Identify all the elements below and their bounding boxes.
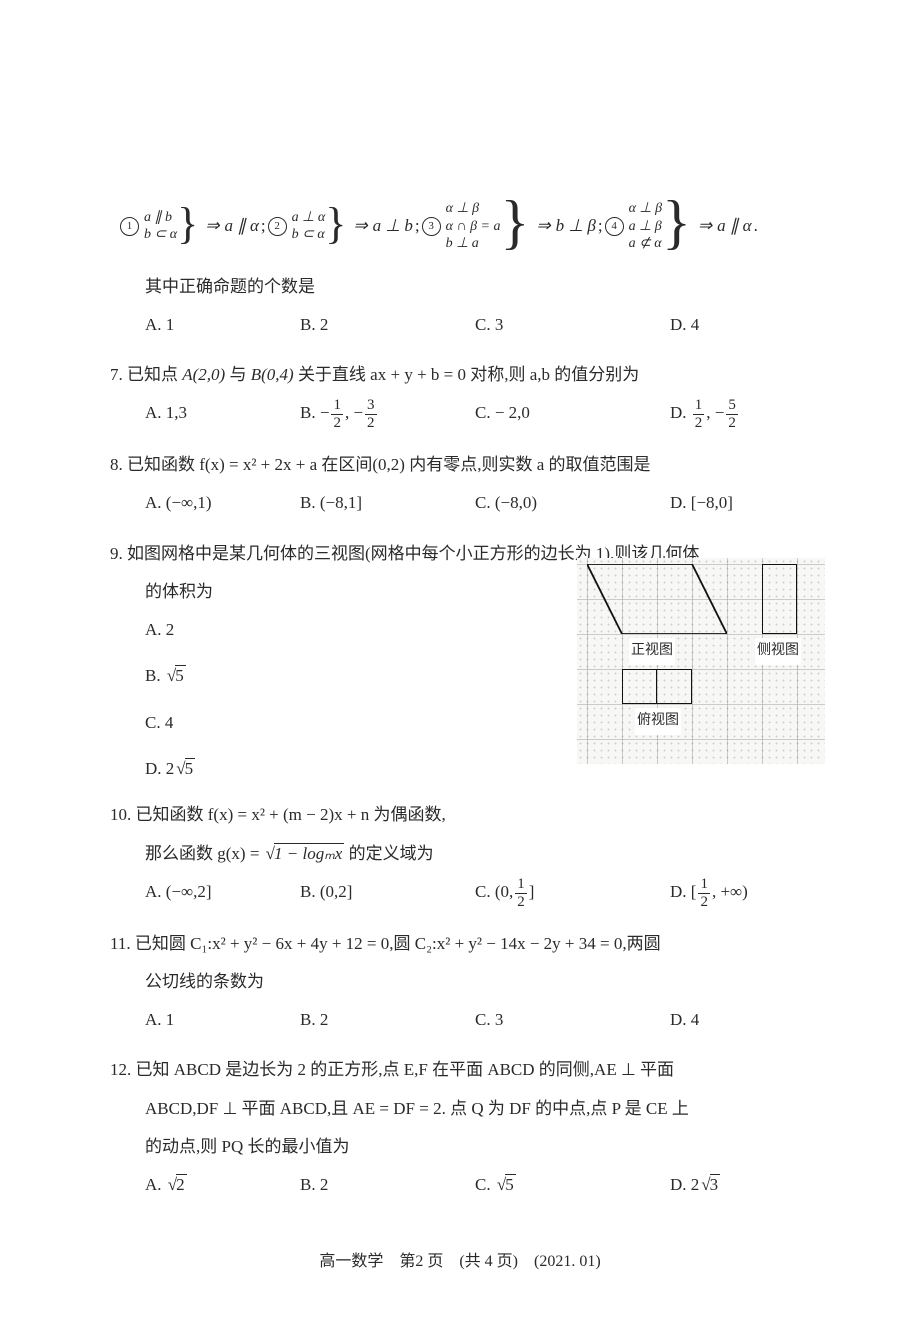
q6-s1-premises: a ∥ b b ⊂ α } [144, 209, 198, 244]
q7-options: A. 1,3 B. −12, −32 C. − 2,0 D. 12, −52 [145, 397, 830, 431]
q7-opt-c: C. − 2,0 [475, 397, 670, 431]
implies-icon: ⇒ [698, 210, 712, 242]
top-view-shape [622, 669, 692, 704]
circled-1: 1 [120, 217, 139, 236]
q8-stem: 8. 已知函数 f(x) = x² + 2x + a 在区间(0,2) 内有零点… [110, 449, 830, 481]
q6-statements: 1 a ∥ b b ⊂ α } ⇒ a ∥ α ; 2 a ⊥ α b ⊂ α … [120, 200, 830, 253]
q6-s2-concl: a ⊥ b [373, 210, 413, 242]
q6-s2-p1: a ⊥ α [292, 209, 326, 227]
q7-opt-a: A. 1,3 [145, 397, 300, 431]
q8-opt-a: A. (−∞,1) [145, 487, 300, 519]
front-view-label: 正视图 [629, 638, 675, 665]
circled-2: 2 [268, 217, 287, 236]
sep: ; [598, 210, 603, 242]
q10-opt-a: A. (−∞,2] [145, 876, 300, 910]
q10-opt-b: B. (0,2] [300, 876, 475, 910]
q10-opt-c: C. (0,12] [475, 876, 670, 910]
q11-opt-c: C. 3 [475, 1004, 670, 1036]
q8-options: A. (−∞,1) B. (−8,1] C. (−8,0) D. [−8,0] [145, 487, 830, 519]
q12-options: A. 2 B. 2 C. 5 D. 23 [145, 1169, 830, 1201]
q12-opt-c: C. 5 [475, 1169, 670, 1201]
q7-opt-d: D. 12, −52 [670, 397, 740, 431]
q10-stem-l1: 10. 已知函数 f(x) = x² + (m − 2)x + n 为偶函数, [110, 799, 830, 831]
q8-opt-c: C. (−8,0) [475, 487, 670, 519]
q6-s3-p1: α ⊥ β [446, 200, 501, 218]
page-footer: 高一数学 第2 页 (共 4 页) (2021. 01) [90, 1247, 830, 1277]
q6-s4-concl: a ∥ α [717, 210, 751, 242]
q12-stem-l3: 的动点,则 PQ 长的最小值为 [145, 1131, 830, 1163]
q6-s4-p2: a ⊥ β [629, 218, 663, 236]
q12-opt-a: A. 2 [145, 1169, 300, 1201]
q8-opt-d: D. [−8,0] [670, 487, 733, 519]
q12-stem-l2: ABCD,DF ⊥ 平面 ABCD,且 AE = DF = 2. 点 Q 为 D… [145, 1093, 830, 1125]
q12-opt-b: B. 2 [300, 1169, 475, 1201]
q6-s1-concl: a ∥ α [224, 210, 258, 242]
side-view-shape [762, 564, 797, 634]
q8-opt-b: B. (−8,1] [300, 487, 475, 519]
q7-stem: 7. 已知点 A(2,0) 与 B(0,4) 关于直线 ax + y + b =… [110, 359, 830, 391]
q12-opt-d: D. 23 [670, 1169, 720, 1201]
q6-options: A. 1 B. 2 C. 3 D. 4 [145, 309, 830, 341]
q6-s4-p3: a ⊄ α [629, 235, 663, 253]
q11-stem-l2: 公切线的条数为 [145, 966, 830, 998]
q6-s3-p2: α ∩ β = a [446, 218, 501, 236]
q11-opt-d: D. 4 [670, 1004, 699, 1036]
q6-s3-p3: b ⊥ a [446, 235, 501, 253]
q6-s2-premises: a ⊥ α b ⊂ α } [292, 209, 347, 244]
q11-options: A. 1 B. 2 C. 3 D. 4 [145, 1004, 830, 1036]
front-view-shape [587, 564, 727, 634]
q6-sub: 其中正确命题的个数是 [145, 271, 830, 303]
circled-4: 4 [605, 217, 624, 236]
q6-s3-concl: b ⊥ β [556, 210, 596, 242]
implies-icon: ⇒ [353, 210, 367, 242]
three-view-diagram: 正视图 侧视图 俯视图 [577, 558, 825, 764]
q10-stem-l2: 那么函数 g(x) = 1 − logₘx 的定义域为 [145, 838, 830, 870]
circled-3: 3 [422, 217, 441, 236]
side-view-label: 侧视图 [755, 638, 801, 665]
implies-icon: ⇒ [536, 210, 550, 242]
top-view-label: 俯视图 [635, 708, 681, 735]
q6-s2-p2: b ⊂ α [292, 226, 326, 244]
q6-s1-p1: a ∥ b [144, 209, 177, 227]
q6-opt-c: C. 3 [475, 309, 670, 341]
exam-page: 1 a ∥ b b ⊂ α } ⇒ a ∥ α ; 2 a ⊥ α b ⊂ α … [0, 0, 920, 1337]
q6-opt-b: B. 2 [300, 309, 475, 341]
q11-stem-l1: 11. 已知圆 C₁:x² + y² − 6x + 4y + 12 = 0,圆 … [110, 928, 830, 960]
q10-options: A. (−∞,2] B. (0,2] C. (0,12] D. [12, +∞) [145, 876, 830, 910]
sep: ; [415, 210, 420, 242]
q6-opt-a: A. 1 [145, 309, 300, 341]
q6-s1-p2: b ⊂ α [144, 226, 177, 244]
implies-icon: ⇒ [205, 210, 219, 242]
q6-opt-d: D. 4 [670, 309, 699, 341]
brace-icon: } [325, 211, 346, 237]
brace-icon: } [177, 211, 198, 237]
brace-icon: } [662, 204, 691, 240]
q10-opt-d: D. [12, +∞) [670, 876, 748, 910]
brace-icon: } [501, 204, 530, 240]
q12-stem-l1: 12. 已知 ABCD 是边长为 2 的正方形,点 E,F 在平面 ABCD 的… [110, 1054, 830, 1086]
q11-opt-a: A. 1 [145, 1004, 300, 1036]
q11-opt-b: B. 2 [300, 1004, 475, 1036]
q6-s4-p1: α ⊥ β [629, 200, 663, 218]
sep: ; [261, 210, 266, 242]
q6-s4-premises: α ⊥ β a ⊥ β a ⊄ α } [629, 200, 691, 253]
q7-opt-b: B. −12, −32 [300, 397, 475, 431]
q6-s3-premises: α ⊥ β α ∩ β = a b ⊥ a } [446, 200, 530, 253]
sep: . [754, 210, 758, 242]
